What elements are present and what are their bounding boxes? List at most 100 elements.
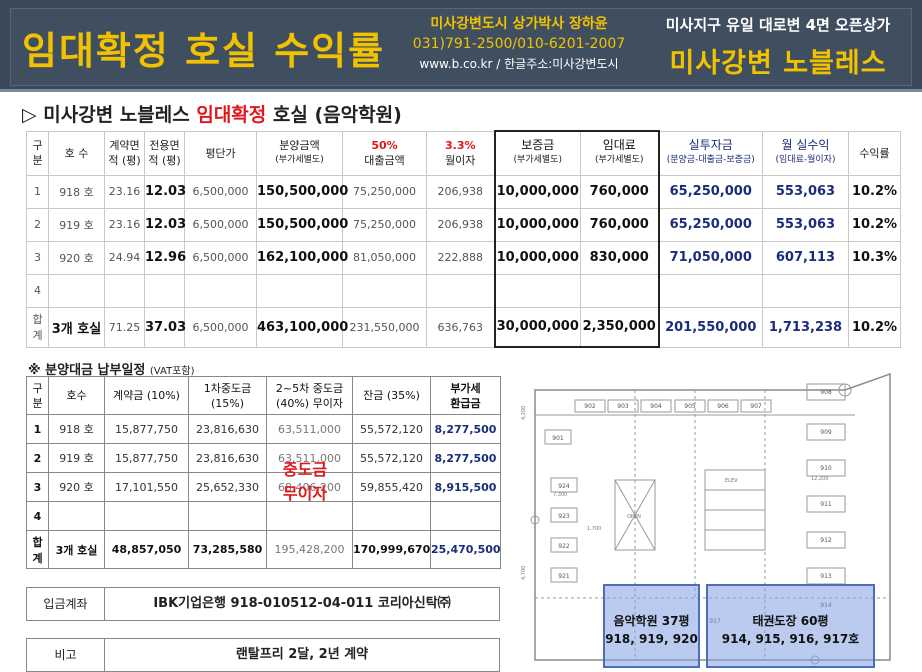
remarks-label: 비고	[27, 639, 105, 671]
taekwondo-title: 태권도장 60평	[752, 614, 829, 628]
schedule-cell-balance: 170,999,670	[352, 530, 431, 569]
schedule-cell-vat-refund: 25,470,500	[430, 530, 501, 569]
cell-loan: 231,550,000	[342, 306, 427, 348]
overlay-line-1: 중도금	[282, 460, 328, 479]
header-loan-label: 대출금액	[364, 154, 405, 167]
cell-sale-price: 150,500,000	[256, 174, 348, 209]
title-highlight: 임대확정	[196, 104, 267, 126]
dim-label-4: 7,300	[553, 492, 567, 498]
cell-contract-area: 71.25	[104, 306, 145, 348]
schedule-title-text: ※ 분양대금 납부일정	[28, 363, 146, 378]
schedule-cell-first-mid: 25,652,330	[188, 472, 267, 502]
schedule-header-vat-refund: 부가세 환급금	[430, 376, 501, 415]
cell-rent	[580, 273, 660, 308]
music-academy-area: 음악학원 37평 918, 919, 920	[603, 584, 700, 668]
payment-schedule-table: 구 분 호수 계약금 (10%) 1차중도금 (15%) 2~5차 중도금 (4…	[26, 376, 501, 569]
agency-phone: 031)791-2500/010-6201-2007	[412, 36, 626, 52]
room-label: 905	[684, 403, 696, 410]
schedule-cell-balance: 55,572,120	[352, 443, 431, 473]
brand-name: 미사강변 노블레스	[669, 48, 887, 79]
cell-loan	[342, 273, 427, 308]
cell-no: 4	[26, 273, 49, 308]
schedule-cell-unit: 920 호	[48, 472, 105, 502]
cell-actual-investment: 201,550,000	[658, 306, 763, 348]
yield-row: 4	[26, 273, 901, 308]
header-contract-area: 계약면 적 (평)	[104, 130, 145, 176]
cell-yield: 10.3%	[848, 240, 901, 275]
header-sale-price: 분양금액 (부가세별도)	[256, 130, 343, 176]
room-label: 907	[750, 403, 762, 410]
cell-monthly-income: 1,713,238	[762, 306, 849, 348]
schedule-cell-first-mid: 23,816,630	[188, 414, 267, 444]
header-interest: 3.3% 월이자	[426, 130, 495, 176]
cell-exclusive-area: 12.03	[144, 174, 186, 209]
cell-rent: 830,000	[580, 240, 660, 275]
cell-monthly-income: 607,113	[762, 240, 849, 275]
cell-interest: 636,763	[426, 306, 495, 348]
header-deposit: 보증금 (부가세별도)	[493, 130, 581, 176]
schedule-cell-contract	[104, 501, 189, 531]
cell-unit	[48, 273, 105, 308]
cell-no: 2	[26, 207, 49, 242]
header-deposit-label: 보증금	[521, 138, 555, 153]
cell-sale-price: 463,100,000	[256, 306, 348, 348]
agency-website[interactable]: www.b.co.kr / 한글주소:미사강변도시	[419, 57, 619, 71]
header-interest-label: 월이자	[445, 154, 476, 167]
room-label: 903	[617, 403, 629, 410]
room-label: 906	[717, 403, 729, 410]
title-prefix: 미사강변 노블레스	[43, 104, 190, 126]
schedule-row: 2 919 호 15,877,750 23,816,630 63,511,000 55,5…	[26, 443, 501, 473]
room-label: 909	[820, 429, 832, 436]
schedule-total-row: 합 계 3개 호실 48,857,050 73,285,580 195,428,200 1…	[26, 530, 501, 569]
cell-unit: 919 호	[48, 207, 105, 242]
header-loan: 50% 대출금액	[342, 130, 427, 176]
cell-actual-investment: 65,250,000	[658, 174, 763, 209]
cell-unit: 918 호	[48, 174, 105, 209]
schedule-cell-first-mid: 73,285,580	[188, 530, 267, 569]
room-label: 911	[820, 501, 832, 508]
schedule-header-contract: 계약금 (10%)	[104, 376, 189, 415]
schedule-cell-vat-refund: 8,915,500	[430, 472, 501, 502]
schedule-cell-unit: 919 호	[48, 443, 105, 473]
schedule-header-first-mid: 1차중도금 (15%)	[188, 376, 267, 415]
schedule-row: 4	[26, 501, 501, 531]
header-monthly-income-label: 월 실수익	[781, 138, 830, 152]
cell-deposit: 10,000,000	[493, 174, 581, 209]
header-interest-rate: 3.3%	[444, 139, 476, 152]
cell-rent: 760,000	[580, 207, 660, 242]
cell-deposit	[493, 273, 581, 308]
cell-yield: 10.2%	[848, 306, 901, 348]
schedule-cell-vat-refund: 8,277,500	[430, 443, 501, 473]
page-title: ▷ 미사강변 노블레스 임대확정 호실 (음악학원)	[22, 100, 502, 128]
cell-price-per-pyeong: 6,500,000	[184, 306, 257, 348]
dim-label-2: 4,700	[521, 566, 527, 580]
taekwondo-units: 914, 915, 916, 917호	[721, 632, 860, 646]
cell-interest: 206,938	[426, 174, 495, 209]
schedule-header-balance: 잔금 (35%)	[352, 376, 431, 415]
yield-table: 구 분 호 수 계약면 적 (평) 전용면 적 (평) 평단가 분양금액 (부가세…	[26, 130, 901, 348]
schedule-cell-vat-refund: 8,277,500	[430, 414, 501, 444]
brand-block: 미사지구 유일 대로변 4면 오픈상가 미사강변 노블레스	[640, 14, 916, 80]
header-monthly-income: 월 실수익 (임대료-월이자)	[762, 130, 849, 176]
schedule-cell-contract: 15,877,750	[104, 443, 189, 473]
schedule-cell-no: 4	[26, 501, 49, 531]
cell-exclusive-area: 12.96	[144, 240, 186, 275]
header-actual-investment: 실투자금 (분양금-대출금-보증금)	[658, 130, 763, 176]
account-value: IBK기업은행 918-010512-04-011 코리아신탁㈜	[153, 596, 451, 611]
header-unit: 호 수	[48, 130, 105, 176]
cell-unit: 3개 호실	[48, 306, 105, 348]
cell-loan: 81,050,000	[342, 240, 427, 275]
agency-name: 미사강변도시 상가박사 장하윤	[430, 16, 608, 32]
room-label: 913	[820, 573, 832, 580]
taekwondo-area: 태권도장 60평 914, 915, 916, 917호	[706, 584, 875, 668]
deposit-account: 입금계좌 IBK기업은행 918-010512-04-011 코리아신탁㈜	[26, 587, 500, 621]
header-loan-rate: 50%	[371, 139, 398, 152]
cell-yield: 10.2%	[848, 207, 901, 242]
open-label: OPEN	[627, 514, 641, 520]
header-monthly-income-sub: (임대료-월이자)	[775, 155, 836, 165]
cell-monthly-income	[762, 273, 849, 308]
overlay-line-2: 무이자	[282, 484, 328, 503]
cell-actual-investment: 71,050,000	[658, 240, 763, 275]
cell-interest	[426, 273, 495, 308]
room-label: 921	[558, 573, 570, 580]
